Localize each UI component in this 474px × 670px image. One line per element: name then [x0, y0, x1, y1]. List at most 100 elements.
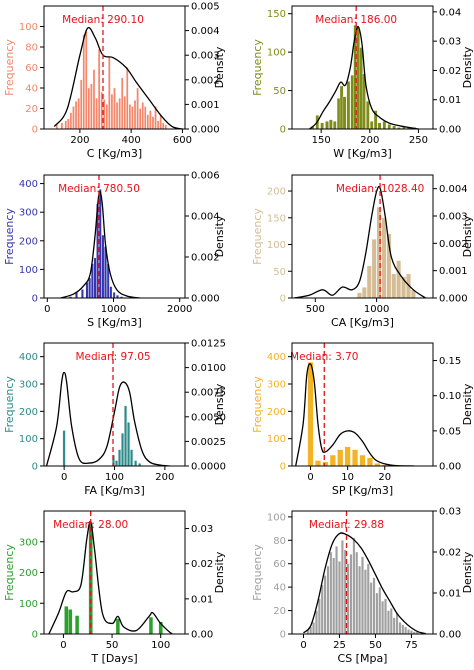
plot-frame — [43, 174, 186, 299]
y-tick-label: 100 — [19, 434, 38, 445]
y2-tick-label: 0.006 — [191, 171, 220, 182]
y2-tick-label: 0.004 — [191, 26, 220, 37]
plot-area — [303, 532, 426, 634]
x-tick-label: 150 — [312, 135, 331, 146]
y-tick-label: 60 — [25, 63, 38, 74]
histogram-bar — [62, 430, 66, 466]
histogram-bar — [346, 81, 351, 129]
x-axis-label: CS [Mpa] — [338, 652, 388, 665]
y-tick-label: 100 — [19, 599, 38, 610]
histogram-bar — [113, 87, 116, 129]
histogram-bar — [144, 106, 147, 129]
y2-tick-label: 0.003 — [439, 212, 468, 223]
histogram-bar — [136, 87, 139, 129]
histogram-bar — [358, 565, 361, 634]
histogram-bar — [376, 206, 382, 298]
histogram-bar — [407, 629, 410, 634]
histogram-bar — [337, 449, 344, 466]
plot-frame — [291, 5, 434, 130]
histogram-bar — [346, 563, 350, 634]
histogram-bar — [164, 124, 167, 129]
histogram-bar — [108, 57, 111, 129]
y-tick-label: 80 — [25, 43, 38, 54]
histogram-bar — [381, 217, 387, 298]
histogram-bar — [133, 100, 137, 129]
y-tick-label: 40 — [273, 583, 286, 594]
y-tick-label: 20 — [25, 104, 38, 115]
histogram-bar — [361, 556, 364, 634]
panel-5: Median: 97.05 0 100 200 0 100 200 300 400 0.0000 0… — [3, 339, 226, 498]
histogram-bar — [156, 120, 160, 129]
histogram-bar — [323, 575, 327, 634]
x-tick-label: 1000 — [364, 304, 389, 315]
y2-tick-label: 0.0025 — [191, 437, 226, 448]
histogram-bar — [69, 296, 72, 298]
plot-area — [48, 520, 181, 634]
histogram-bar — [110, 94, 114, 129]
median-label: Median: 290.10 — [62, 14, 144, 26]
y-tick-label: 300 — [19, 537, 38, 548]
median-label: Median: 1028.40 — [336, 183, 425, 195]
y-tick-label: 300 — [267, 380, 286, 391]
y-tick-label: 0 — [280, 462, 286, 473]
histogram-bar — [384, 598, 387, 634]
histogram-bar — [336, 98, 341, 129]
x-tick-label: 250 — [409, 135, 428, 146]
histogram-bar — [141, 102, 144, 129]
histogram-bar — [124, 405, 127, 466]
y-tick-label: 300 — [19, 380, 38, 391]
y-tick-label: 100 — [267, 434, 286, 445]
y-tick-label: 100 — [19, 22, 38, 33]
y-axis-label: Frequency — [251, 39, 264, 96]
y-tick-label: 40 — [25, 84, 38, 95]
histogram-bar — [375, 592, 379, 634]
histogram-bar — [127, 422, 131, 466]
histogram-bar — [146, 114, 150, 129]
histogram-bar — [81, 289, 84, 298]
histogram-bar — [395, 612, 399, 634]
histogram-bar — [69, 112, 73, 129]
x-axis-label: FA [Kg/m3] — [84, 484, 145, 497]
histogram-bar — [387, 610, 390, 634]
histogram-bar — [72, 106, 75, 129]
x-tick-label: 0 — [300, 640, 306, 651]
y-tick-label: 200 — [19, 407, 38, 418]
histogram-bar — [87, 87, 91, 129]
x-tick-label: 100 — [151, 640, 170, 651]
histogram-bar — [329, 119, 333, 129]
panel-1: Median: 290.10 200 400 600 0 20 40 60 80 100 0.000… — [3, 2, 226, 161]
x-tick-label: 0 — [60, 640, 66, 651]
histogram-bar — [315, 610, 318, 634]
y2-tick-label: 0.10 — [439, 391, 461, 402]
y2-tick-label: 0.0100 — [191, 363, 226, 374]
y-tick-label: 100 — [267, 48, 286, 59]
y-tick-label: 20 — [273, 606, 286, 617]
y-tick-label: 400 — [19, 352, 38, 363]
histogram-bar — [317, 598, 321, 634]
histogram-bar — [322, 461, 329, 466]
histogram-bar — [344, 446, 351, 466]
histogram-bar — [333, 121, 337, 129]
y-tick-label: 100 — [19, 265, 38, 276]
histogram-bar — [338, 561, 341, 634]
histogram-bar — [359, 47, 363, 129]
histogram-bar — [126, 67, 129, 129]
histogram-bar — [410, 630, 413, 634]
y2-tick-label: 0.003 — [191, 51, 220, 62]
plot-frame — [291, 510, 434, 635]
x-tick-label: 0 — [61, 472, 67, 483]
panel-8: Median: 29.88 0 25 50 75 0 20 40 60 80 100 0.00 0.01… — [251, 507, 474, 666]
y2-tick-label: 0.000 — [191, 125, 220, 136]
histogram-bar — [80, 79, 83, 129]
histogram-bar — [369, 582, 373, 634]
density-curve — [309, 25, 419, 129]
panel-2: Median: 186.00 150 200 250 0 50 100 150 0.00 0.01… — [251, 5, 474, 160]
y2-axis-label: Density — [213, 383, 226, 425]
y2-tick-label: 0.03 — [191, 524, 213, 535]
histogram-bar — [115, 102, 119, 129]
histogram-bar — [350, 75, 355, 129]
histogram-bar — [149, 110, 152, 129]
y2-tick-label: 0.03 — [439, 37, 461, 48]
histogram-bar — [398, 622, 402, 634]
